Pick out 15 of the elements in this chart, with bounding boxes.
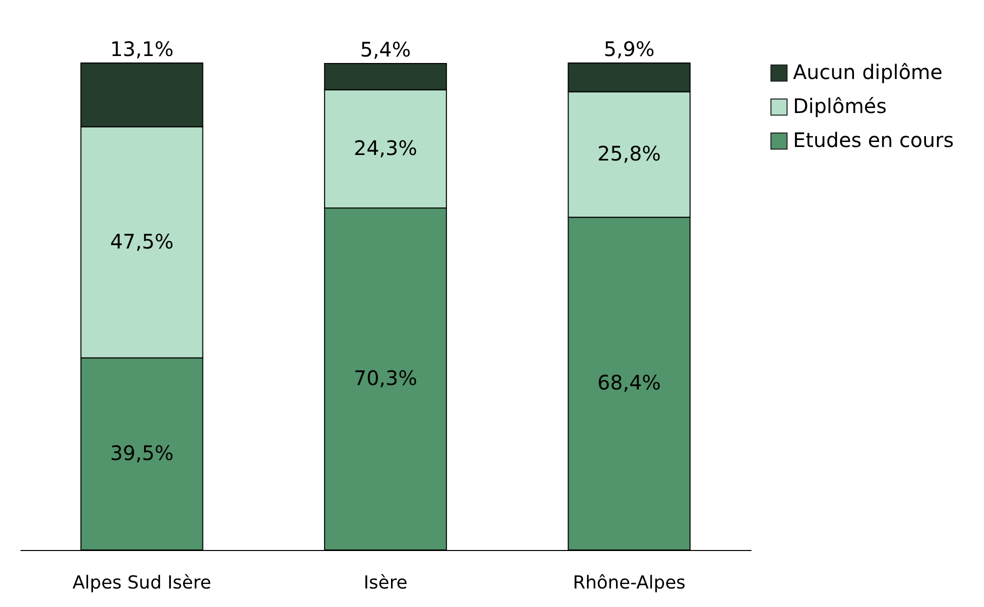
x-tick-label: Rhône-Alpes	[572, 572, 686, 594]
x-tick-label: Alpes Sud Isère	[72, 572, 212, 594]
legend-label: Aucun diplôme	[793, 60, 943, 84]
legend-label: Diplômés	[793, 94, 887, 118]
data-label: 47,5%	[110, 229, 174, 254]
data-label: 5,9%	[604, 37, 655, 61]
data-label: 25,8%	[597, 141, 661, 166]
data-label: 13,1%	[110, 37, 174, 61]
legend-label: Etudes en cours	[793, 128, 954, 152]
data-label: 70,3%	[354, 366, 418, 390]
x-tick-label: Isère	[364, 572, 408, 594]
data-label: 24,3%	[354, 136, 418, 160]
data-label: 68,4%	[597, 370, 661, 395]
data-label: 39,5%	[110, 440, 174, 465]
data-label: 5,4%	[360, 37, 411, 62]
